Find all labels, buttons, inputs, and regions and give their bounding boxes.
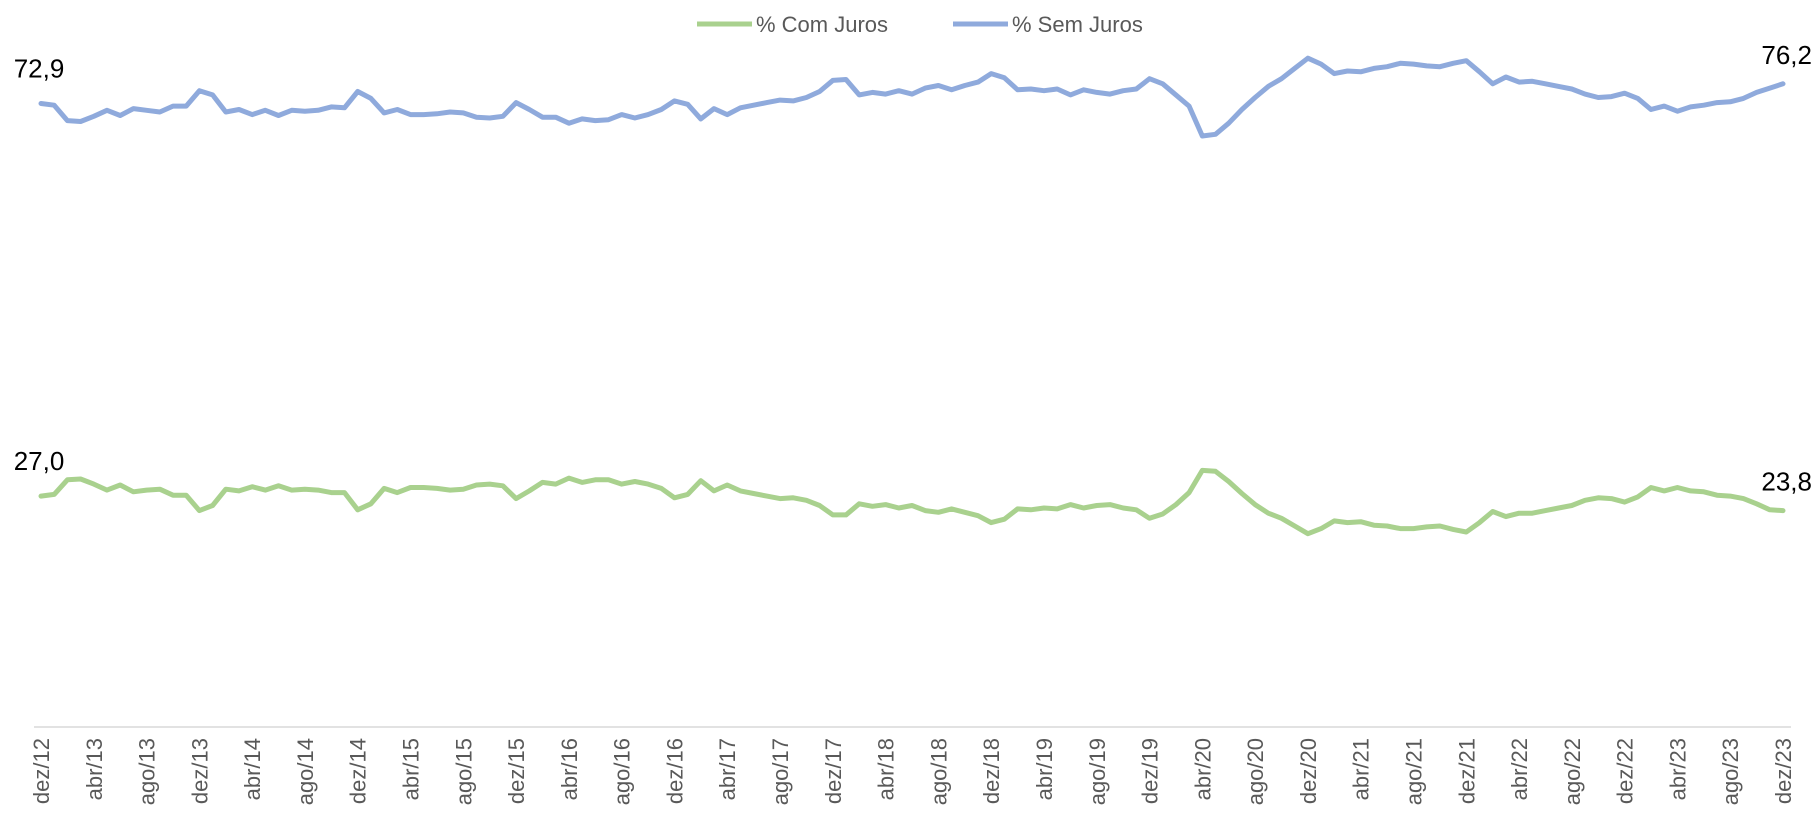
series-layer — [38, 55, 1786, 537]
x-tick-label: ago/18 — [926, 738, 951, 805]
x-tick-label: abr/20 — [1190, 738, 1215, 800]
x-tick-label: ago/17 — [768, 738, 793, 805]
x-tick-label: ago/13 — [135, 738, 160, 805]
x-tick-label: ago/21 — [1401, 738, 1426, 805]
x-tick-label: abr/23 — [1665, 738, 1690, 800]
series-line-com-juros — [38, 467, 1786, 537]
annotations: 72,9 76,2 27,0 23,8 — [14, 40, 1812, 497]
x-tick-label: dez/15 — [504, 738, 529, 804]
x-tick-label: abr/16 — [557, 738, 582, 800]
x-tick-label: dez/19 — [1138, 738, 1163, 804]
x-tick-label: dez/12 — [29, 738, 54, 804]
x-tick-label: dez/22 — [1613, 738, 1638, 804]
x-tick-label: abr/21 — [1349, 738, 1374, 800]
x-tick-label: dez/13 — [187, 738, 212, 804]
x-tick-label: dez/17 — [821, 738, 846, 804]
x-tick-label: ago/16 — [610, 738, 635, 805]
legend-label-com-juros: % Com Juros — [756, 12, 888, 37]
x-tick-label: ago/23 — [1718, 738, 1743, 805]
x-tick-label: abr/19 — [1032, 738, 1057, 800]
data-label: 76,2 — [1761, 40, 1812, 70]
x-tick-label: dez/18 — [979, 738, 1004, 804]
data-label: 23,8 — [1761, 467, 1812, 497]
x-tick-label: abr/15 — [399, 738, 424, 800]
data-label: 72,9 — [14, 53, 65, 83]
x-tick-label: abr/22 — [1507, 738, 1532, 800]
series-line-sem-juros — [38, 55, 1786, 139]
x-tick-label: abr/14 — [240, 738, 265, 800]
x-tick-label: abr/17 — [715, 738, 740, 800]
x-tick-label: ago/22 — [1560, 738, 1585, 805]
data-label: 27,0 — [14, 446, 65, 476]
x-tick-label: abr/13 — [82, 738, 107, 800]
x-axis-ticks: dez/12 abr/13 ago/13 dez/13 abr/14 ago/14 dez/… — [29, 738, 1796, 805]
x-tick-label: dez/23 — [1771, 738, 1796, 804]
x-tick-label: ago/20 — [1243, 738, 1268, 805]
x-tick-label: ago/19 — [1085, 738, 1110, 805]
legend: % Com Juros % Sem Juros — [697, 12, 1143, 37]
x-tick-label: dez/16 — [662, 738, 687, 804]
x-tick-label: abr/18 — [874, 738, 899, 800]
x-tick-label: dez/14 — [346, 738, 371, 804]
legend-label-sem-juros: % Sem Juros — [1012, 12, 1143, 37]
x-tick-label: dez/20 — [1296, 738, 1321, 804]
x-tick-label: ago/14 — [293, 738, 318, 805]
x-tick-label: ago/15 — [451, 738, 476, 805]
x-tick-label: dez/21 — [1454, 738, 1479, 804]
